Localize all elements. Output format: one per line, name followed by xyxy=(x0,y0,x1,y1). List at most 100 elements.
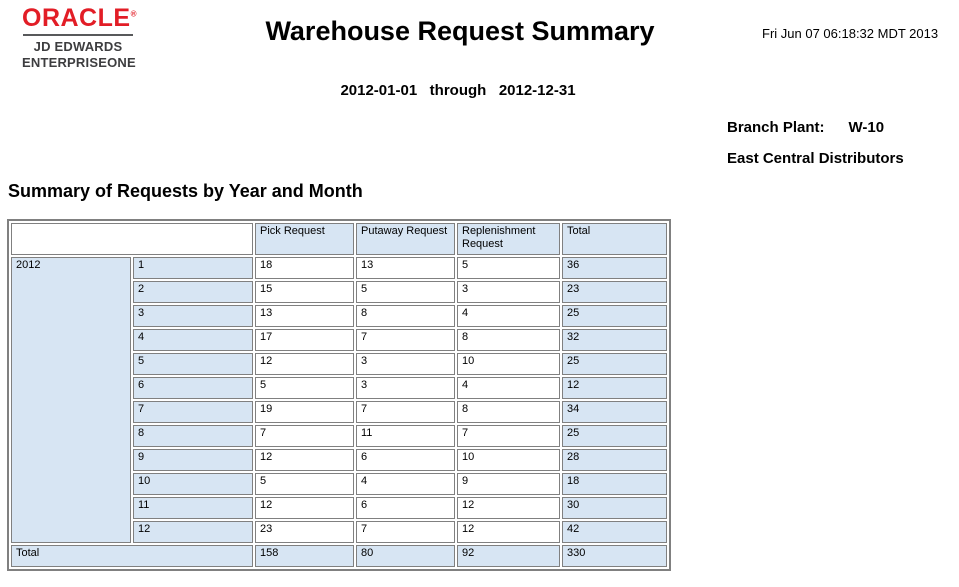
table-row: 11 12 6 12 30 xyxy=(11,497,667,519)
putaway-value: 13 xyxy=(356,257,455,279)
logo-divider-line xyxy=(23,34,133,36)
table-row: 3 13 8 4 25 xyxy=(11,305,667,327)
section-title: Summary of Requests by Year and Month xyxy=(8,181,363,201)
putaway-value: 7 xyxy=(356,401,455,423)
replenishment-value: 4 xyxy=(457,305,560,327)
branch-plant-name: East Central Distributors xyxy=(727,150,904,167)
replenishment-value: 12 xyxy=(457,521,560,543)
oracle-brand-text: ORACLE xyxy=(22,4,131,32)
month-cell: 5 xyxy=(133,353,253,375)
column-header-pick-request: Pick Request xyxy=(255,223,354,255)
column-header-replenishment-request: Replenishment Request xyxy=(457,223,560,255)
total-putaway-value: 80 xyxy=(356,545,455,567)
month-cell: 1 xyxy=(133,257,253,279)
row-total-value: 12 xyxy=(562,377,667,399)
grand-total-value: 330 xyxy=(562,545,667,567)
replenishment-value: 4 xyxy=(457,377,560,399)
table-row: 2 15 5 3 23 xyxy=(11,281,667,303)
pick-value: 12 xyxy=(255,449,354,471)
oracle-wordmark: ORACLE® xyxy=(22,4,137,32)
total-pick-value: 158 xyxy=(255,545,354,567)
table-row: 9 12 6 10 28 xyxy=(11,449,667,471)
printed-datetime: Fri Jun 07 06:18:32 MDT 2013 xyxy=(762,26,939,41)
pick-value: 5 xyxy=(255,377,354,399)
branch-plant-code: W-10 xyxy=(848,119,885,136)
replenishment-value: 5 xyxy=(457,257,560,279)
row-total-value: 36 xyxy=(562,257,667,279)
month-cell: 9 xyxy=(133,449,253,471)
pick-value: 15 xyxy=(255,281,354,303)
row-total-value: 42 xyxy=(562,521,667,543)
table-row: 7 19 7 8 34 xyxy=(11,401,667,423)
table-row: 10 5 4 9 18 xyxy=(11,473,667,495)
table-total-row: Total 158 80 92 330 xyxy=(11,545,667,567)
pick-value: 7 xyxy=(255,425,354,447)
replenishment-value: 12 xyxy=(457,497,560,519)
branch-plant-line: Branch Plant: W-10 xyxy=(727,119,904,136)
putaway-value: 11 xyxy=(356,425,455,447)
date-range: 2012-01-01 through 2012-12-31 xyxy=(340,82,576,99)
row-total-value: 25 xyxy=(562,305,667,327)
pick-value: 13 xyxy=(255,305,354,327)
table-row: 5 12 3 10 25 xyxy=(11,353,667,375)
putaway-value: 3 xyxy=(356,353,455,375)
row-total-value: 32 xyxy=(562,329,667,351)
total-row-label: Total xyxy=(11,545,253,567)
putaway-value: 7 xyxy=(356,329,455,351)
replenishment-value: 3 xyxy=(457,281,560,303)
putaway-value: 8 xyxy=(356,305,455,327)
table-row: 2012 1 18 13 5 36 xyxy=(11,257,667,543)
branch-plant-block: Branch Plant: W-10 East Central Distribut… xyxy=(727,119,904,167)
putaway-value: 3 xyxy=(356,377,455,399)
month-cell: 8 xyxy=(133,425,253,447)
table-row: 8 7 11 7 25 xyxy=(11,425,667,447)
replenishment-value: 7 xyxy=(457,425,560,447)
putaway-value: 5 xyxy=(356,281,455,303)
row-total-value: 34 xyxy=(562,401,667,423)
month-cell: 6 xyxy=(133,377,253,399)
row-total-value: 18 xyxy=(562,473,667,495)
pick-value: 5 xyxy=(255,473,354,495)
month-cell: 3 xyxy=(133,305,253,327)
month-cell: 4 xyxy=(133,329,253,351)
replenishment-value: 9 xyxy=(457,473,560,495)
table-row: 6 5 3 4 12 xyxy=(11,377,667,399)
row-total-value: 23 xyxy=(562,281,667,303)
month-cell: 12 xyxy=(133,521,253,543)
pick-value: 12 xyxy=(255,497,354,519)
logo-product-line1: JD EDWARDS xyxy=(33,39,123,54)
total-replenishment-value: 92 xyxy=(457,545,560,567)
replenishment-value: 10 xyxy=(457,449,560,471)
pick-value: 12 xyxy=(255,353,354,375)
table-header-row: Pick Request Putaway Request Replenishme… xyxy=(11,223,667,255)
pick-value: 19 xyxy=(255,401,354,423)
replenishment-value: 8 xyxy=(457,401,560,423)
pick-value: 17 xyxy=(255,329,354,351)
row-total-value: 25 xyxy=(562,425,667,447)
oracle-jdedwards-logo: ORACLE® JD EDWARDS ENTERPRISEONE xyxy=(22,4,137,70)
column-header-total: Total xyxy=(562,223,667,255)
putaway-value: 4 xyxy=(356,473,455,495)
replenishment-value: 8 xyxy=(457,329,560,351)
pick-value: 18 xyxy=(255,257,354,279)
month-cell: 11 xyxy=(133,497,253,519)
table-row: 12 23 7 12 42 xyxy=(11,521,667,543)
branch-plant-label: Branch Plant: xyxy=(727,119,825,136)
putaway-value: 6 xyxy=(356,449,455,471)
month-cell: 10 xyxy=(133,473,253,495)
year-cell: 2012 xyxy=(11,257,131,543)
row-total-value: 30 xyxy=(562,497,667,519)
month-cell: 2 xyxy=(133,281,253,303)
month-cell: 7 xyxy=(133,401,253,423)
replenishment-value: 10 xyxy=(457,353,560,375)
row-total-value: 25 xyxy=(562,353,667,375)
putaway-value: 7 xyxy=(356,521,455,543)
putaway-value: 6 xyxy=(356,497,455,519)
pick-value: 23 xyxy=(255,521,354,543)
registered-trademark-icon: ® xyxy=(130,9,137,19)
logo-product-line2: ENTERPRISEONE xyxy=(22,54,136,70)
column-header-putaway-request: Putaway Request xyxy=(356,223,455,255)
page-title: Warehouse Request Summary xyxy=(265,16,655,46)
table-row: 4 17 7 8 32 xyxy=(11,329,667,351)
